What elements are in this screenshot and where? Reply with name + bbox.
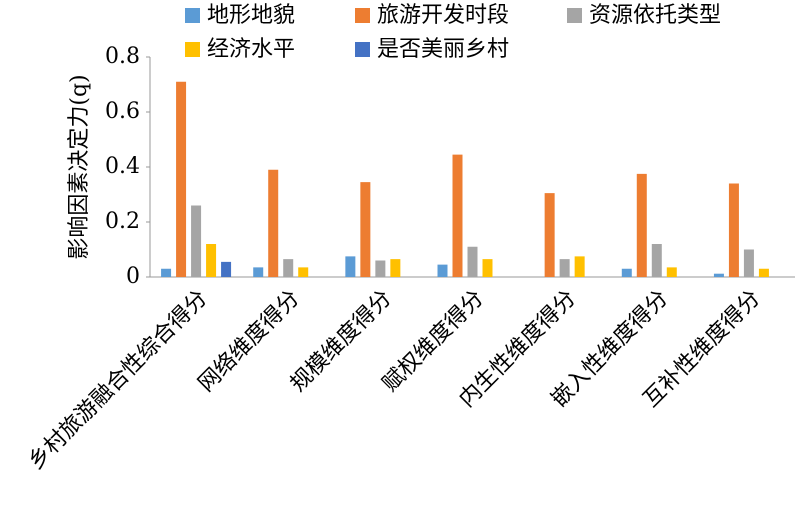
y-tick-label: 0.4 — [105, 154, 140, 179]
bar — [482, 259, 493, 277]
bar — [206, 244, 217, 277]
legend-label: 旅游开发时段 — [377, 3, 509, 28]
bar — [221, 261, 232, 277]
bar — [651, 244, 662, 277]
bar — [666, 267, 677, 277]
bar — [743, 249, 754, 277]
bar — [437, 264, 448, 277]
bar — [283, 259, 294, 277]
bar — [360, 182, 371, 277]
bar — [574, 256, 585, 277]
x-tick-label: 乡村旅游融合性综合得分 — [24, 286, 213, 475]
bar — [467, 246, 478, 277]
bar — [268, 169, 279, 277]
legend-label: 经济水平 — [207, 37, 295, 62]
bar — [191, 205, 202, 277]
bar — [544, 193, 555, 277]
bar — [176, 81, 187, 277]
bar — [253, 267, 264, 277]
legend-label: 地形地貌 — [207, 3, 295, 28]
bar — [728, 183, 739, 277]
bar — [390, 259, 401, 277]
bar — [298, 267, 309, 277]
bar — [345, 256, 356, 277]
bar — [452, 154, 463, 277]
y-tick-label: 0.2 — [105, 209, 140, 234]
y-tick-label: 0 — [126, 264, 140, 289]
bar — [161, 268, 172, 277]
legend-swatch — [355, 8, 370, 23]
legend-swatch — [355, 42, 370, 57]
bar — [713, 273, 724, 277]
bar — [375, 260, 386, 277]
bar — [621, 268, 632, 277]
bar — [636, 173, 647, 277]
legend-label: 是否美丽乡村 — [377, 37, 509, 62]
legend-label: 资源依托类型 — [589, 3, 721, 28]
bar — [758, 268, 769, 277]
legend-swatch — [185, 42, 200, 57]
y-tick-label: 0.6 — [105, 99, 140, 124]
y-axis-label: 影响因素决定力(q) — [67, 74, 92, 259]
legend-swatch — [567, 8, 582, 23]
bar — [559, 259, 570, 277]
y-tick-label: 0.8 — [105, 44, 140, 69]
legend-swatch — [185, 8, 200, 23]
